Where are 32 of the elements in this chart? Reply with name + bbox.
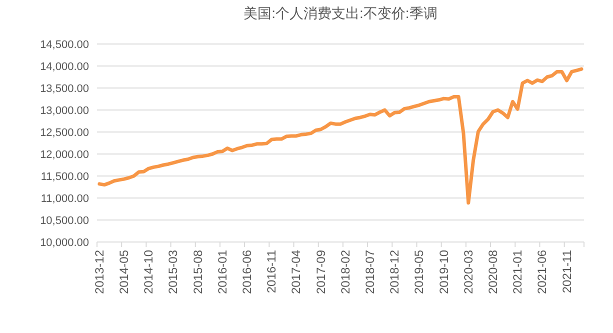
x-tick-label: 2014-05 [117, 250, 132, 294]
x-tick-label: 2016-06 [240, 250, 254, 294]
x-tick-label: 2021-06 [535, 250, 550, 294]
x-tick-label: 2014-10 [142, 250, 156, 294]
y-tick-label: 11,500.00 [40, 171, 89, 183]
x-tick-label: 2015-03 [166, 250, 180, 294]
y-tick-label: 14,000.00 [40, 61, 89, 73]
x-tick-label: 2015-08 [190, 250, 205, 294]
line-series [98, 67, 584, 205]
x-tick-label: 2021-11 [560, 250, 574, 294]
x-tick-label: 2018-07 [363, 250, 378, 294]
y-tick-label: 12,000.00 [40, 149, 89, 161]
x-tick-label: 2019-10 [436, 250, 451, 294]
x-tick-label: 2017-09 [314, 250, 328, 294]
y-tick-label: 12,500.00 [40, 127, 89, 139]
y-tick-label: 10,500.00 [40, 215, 89, 227]
x-tick-label: 2016-11 [264, 250, 279, 294]
y-tick-label: 13,000.00 [40, 105, 89, 117]
y-tick-label: 11,000.00 [40, 193, 89, 205]
y-tick-label: 14,500.00 [40, 39, 89, 51]
x-tick-label: 2017-04 [289, 250, 304, 294]
chart-title: 美国:个人消费支出:不变价:季调 [244, 5, 438, 21]
x-tick-label: 2013-12 [92, 250, 106, 294]
x-tick-label: 2016-01 [215, 250, 230, 294]
x-tick-label: 2018-12 [388, 250, 402, 294]
y-tick-label: 10,000.00 [40, 237, 89, 249]
y-tick-label: 13,500.00 [40, 83, 89, 95]
x-tick-label: 2020-03 [461, 250, 476, 294]
x-tick-label: 2019-05 [412, 250, 426, 294]
x-tick-label: 2020-08 [486, 250, 500, 294]
x-tick-label: 2018-02 [338, 250, 352, 294]
x-tick-label: 2021-01 [510, 250, 525, 294]
